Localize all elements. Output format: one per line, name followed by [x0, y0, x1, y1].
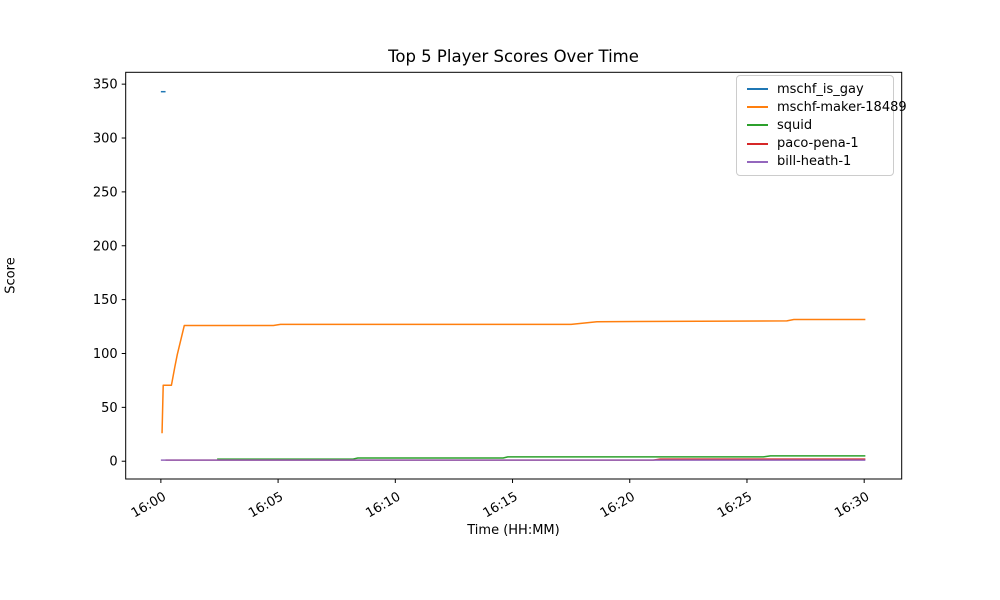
legend: mschf_is_gay mschf-maker-18489 squid pac…	[736, 75, 907, 176]
y-tick-label-5: 250	[93, 185, 118, 200]
x-axis-label: Time (HH:MM)	[467, 523, 560, 538]
legend-line-swatch-icon	[747, 142, 768, 145]
y-axis-label: Score	[3, 257, 19, 294]
legend-label: mschf_is_gay	[777, 81, 864, 97]
x-tick-label-4: 16:20	[598, 489, 638, 521]
legend-line-swatch-icon	[747, 88, 768, 91]
legend-line-swatch-icon	[747, 124, 768, 127]
x-tick-label-5: 16:25	[715, 489, 755, 521]
x-tick-label-2: 16:10	[363, 489, 403, 521]
legend-entry-squid: squid	[737, 117, 893, 133]
y-tick-label-0: 0	[109, 455, 117, 470]
x-tick-label-1: 16:05	[246, 489, 286, 521]
series-line-mschf-maker-18489	[161, 318, 866, 434]
legend-entry-paco-pena-1: paco-pena-1	[737, 136, 893, 152]
y-tick-label-3: 150	[93, 293, 118, 308]
y-tick-label-2: 100	[93, 347, 118, 362]
legend-entry-mschf_is_gay: mschf_is_gay	[737, 81, 893, 97]
legend-line-swatch-icon	[747, 106, 768, 109]
chart-title: Top 5 Player Scores Over Time	[388, 47, 639, 66]
y-tick-label-4: 200	[93, 239, 118, 254]
y-tick-label-6: 300	[93, 132, 118, 147]
legend-label: bill-heath-1	[777, 154, 852, 170]
legend-entry-bill-heath-1: bill-heath-1	[737, 154, 893, 170]
series-line-squid	[217, 455, 866, 460]
x-tick-label-0: 16:00	[129, 489, 169, 521]
legend-label: squid	[777, 117, 813, 133]
legend-entry-mschf-maker-18489: mschf-maker-18489	[737, 99, 907, 115]
plot-area	[125, 71, 903, 480]
x-tick-label-3: 16:15	[481, 489, 521, 521]
y-tick-label-1: 50	[101, 401, 118, 416]
legend-label: paco-pena-1	[777, 136, 859, 152]
legend-line-swatch-icon	[747, 160, 768, 163]
x-tick-label-6: 16:30	[832, 489, 872, 521]
y-tick-label-7: 350	[93, 78, 118, 93]
legend-label: mschf-maker-18489	[777, 99, 907, 115]
